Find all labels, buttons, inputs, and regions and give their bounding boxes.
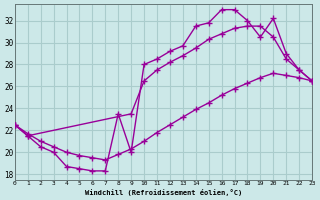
X-axis label: Windchill (Refroidissement éolien,°C): Windchill (Refroidissement éolien,°C) [85, 189, 242, 196]
